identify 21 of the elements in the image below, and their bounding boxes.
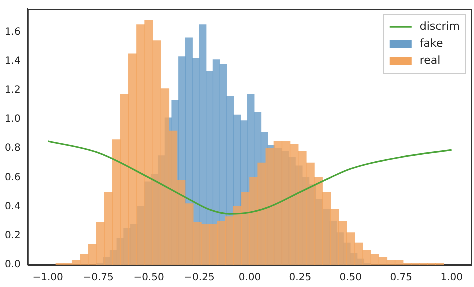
x-tick-label: −0.25 xyxy=(184,272,215,284)
x-tick-label: 0.75 xyxy=(390,272,412,284)
y-tick-label: 0.0 xyxy=(4,260,21,271)
x-tick-label: −1.00 xyxy=(32,272,64,284)
x-tick-label: −0.75 xyxy=(83,272,114,284)
legend-label: fake xyxy=(420,36,444,50)
x-tick-label: 0.00 xyxy=(238,272,262,284)
x-tick-label: 0.50 xyxy=(340,272,362,284)
y-tick-label: 0.2 xyxy=(4,230,21,242)
x-tick-label: 0.25 xyxy=(289,272,312,284)
y-tick-label: 0.6 xyxy=(4,172,21,184)
x-tick-label: −0.50 xyxy=(134,272,164,284)
y-tick-label: 1.0 xyxy=(4,114,21,126)
y-tick-label: 1.2 xyxy=(4,85,21,96)
x-tick-label: 1.00 xyxy=(440,272,463,284)
y-tick-label: 0.4 xyxy=(4,201,21,212)
legend-label: discrim xyxy=(420,20,460,33)
y-tick-label: 1.6 xyxy=(4,26,21,38)
y-tick-label: 1.4 xyxy=(4,56,21,67)
legend-label: real xyxy=(420,54,441,67)
y-tick-label: 0.8 xyxy=(4,143,21,154)
